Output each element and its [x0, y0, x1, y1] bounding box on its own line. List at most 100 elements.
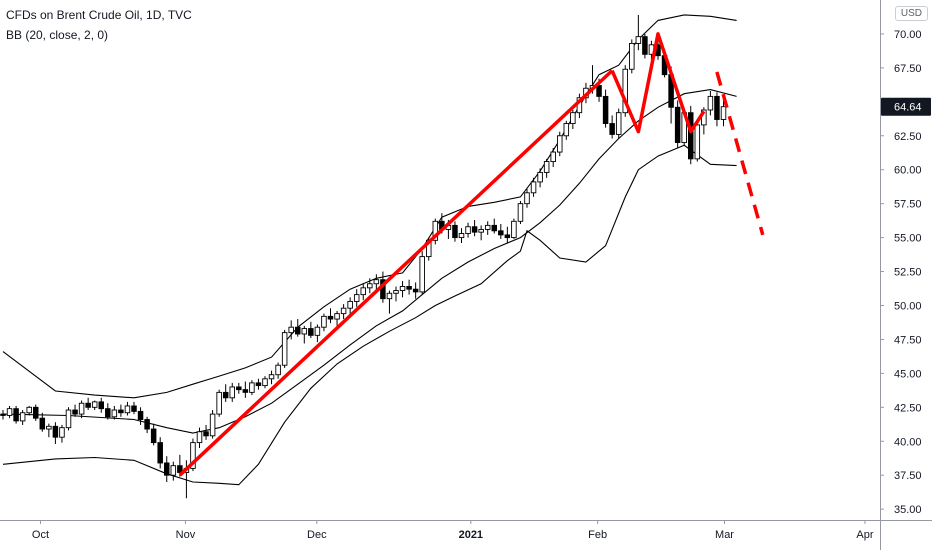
candle-down [203, 431, 209, 437]
y-tick-label: 60.00 [894, 165, 922, 177]
x-tick-label: Oct [32, 529, 49, 541]
candle-up [458, 233, 465, 239]
candle-down [222, 391, 229, 399]
candle-down [674, 106, 681, 144]
candle-down [131, 405, 137, 412]
currency-button[interactable]: USD [894, 6, 928, 21]
candle-up [524, 192, 530, 205]
candle-down [498, 230, 504, 236]
candle-up [570, 112, 576, 125]
candle-down [412, 288, 419, 293]
candle-up [386, 292, 393, 300]
candle-up [537, 171, 543, 183]
candle-up [321, 315, 327, 328]
candle-down [137, 410, 144, 420]
candle-up [694, 124, 701, 160]
y-tick-label: 35.00 [894, 504, 922, 516]
candle-up [615, 112, 622, 135]
candle-up [190, 442, 196, 469]
candle-up [275, 364, 281, 376]
candle-up [478, 229, 484, 233]
candle-up [196, 431, 203, 444]
candle-up [720, 106, 727, 120]
x-tick-label: 2021 [459, 529, 483, 541]
candle-up [399, 286, 406, 291]
x-tick-label: Feb [588, 529, 607, 541]
candle-up [373, 279, 380, 285]
candle-up [629, 42, 635, 70]
candle-down [98, 401, 104, 410]
last-price-label: 64.64 [894, 102, 922, 114]
candle-down [13, 408, 19, 422]
candle-up [635, 36, 642, 44]
candle-up [91, 401, 98, 408]
candle-up [432, 220, 439, 241]
candle-up [622, 68, 629, 114]
candle-down [609, 123, 615, 135]
trend-annotation-line [178, 69, 614, 477]
candle-up [543, 161, 550, 173]
candle-up [262, 378, 268, 387]
candle-down [242, 389, 249, 393]
candle-down [144, 419, 150, 430]
candle-down [85, 402, 91, 408]
candle-down [471, 226, 478, 233]
candle-down [118, 409, 124, 414]
candle-down [72, 409, 78, 415]
candle-up [281, 332, 288, 366]
candle-up [484, 224, 491, 230]
x-tick-label: Apr [856, 529, 873, 541]
candle-up [557, 135, 563, 153]
candle-down [295, 326, 301, 335]
y-tick-label: 62.50 [894, 131, 922, 143]
y-tick-label: 45.00 [894, 368, 922, 380]
y-tick-label: 40.00 [894, 436, 922, 448]
candle-up [563, 123, 570, 137]
candle-down [33, 406, 39, 419]
trend-annotation-line [610, 32, 706, 134]
candle-up [170, 465, 177, 476]
candle-up [26, 406, 32, 414]
forecast-dashed-line [715, 71, 765, 236]
candle-down [452, 224, 458, 239]
candle-up [511, 220, 517, 239]
candle-up [707, 95, 714, 111]
candle-up [517, 203, 524, 222]
candle-up [340, 307, 347, 315]
indicator-legend: BB (20, close, 2, 0) [6, 28, 109, 42]
y-tick-label: 47.50 [894, 334, 922, 346]
candle-up [288, 326, 294, 334]
candle-down [52, 425, 59, 438]
candle-up [360, 287, 367, 296]
candle-up [393, 290, 399, 294]
candle-down [236, 386, 242, 391]
candle-up [367, 283, 373, 289]
candle-down [714, 95, 720, 120]
candle-down [491, 224, 498, 232]
candle-up [59, 427, 65, 438]
candle-up [314, 326, 321, 336]
y-tick-label: 52.50 [894, 267, 922, 279]
candle-up [353, 294, 360, 302]
candle-up [530, 181, 537, 194]
y-tick-label: 57.50 [894, 199, 922, 211]
candle-up [249, 382, 255, 393]
candle-up [550, 151, 556, 163]
candle-up [301, 328, 308, 335]
y-tick-label: 50.00 [894, 300, 922, 312]
candle-down [255, 382, 262, 387]
candle-up [6, 408, 13, 416]
candle-down [596, 85, 602, 97]
candle-up [65, 409, 72, 429]
chart-title: CFDs on Brent Crude Oil, 1D, TVC [6, 8, 192, 22]
candle-down [504, 234, 511, 239]
candle-up [111, 409, 118, 418]
y-tick-label: 70.00 [894, 29, 922, 41]
candle-down [0, 413, 6, 416]
candle-down [688, 112, 694, 160]
y-tick-label: 37.50 [894, 470, 922, 482]
candle-down [105, 408, 111, 418]
candle-down [327, 315, 334, 320]
candle-down [406, 286, 412, 290]
